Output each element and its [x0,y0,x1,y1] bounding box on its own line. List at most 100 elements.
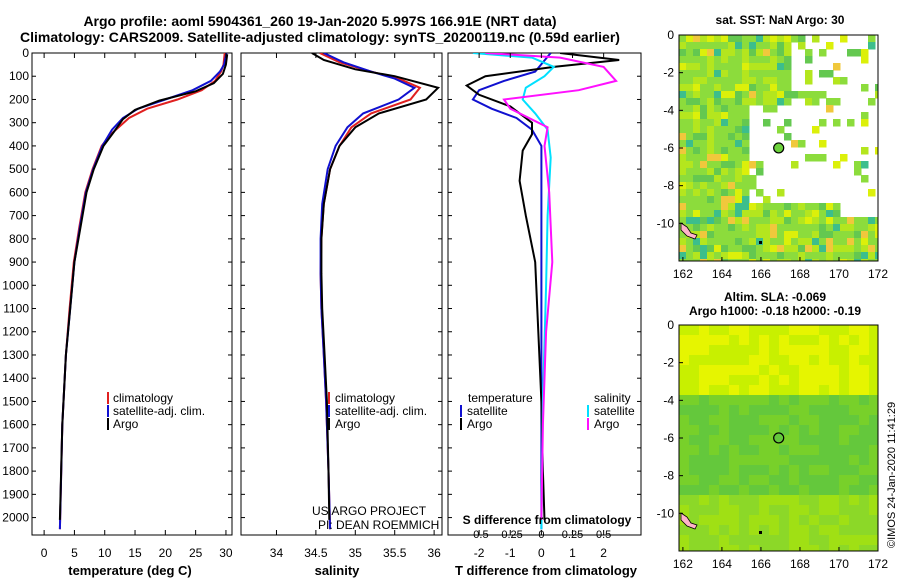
map-cell [763,252,771,260]
map-cell [798,252,806,260]
map-cell [833,231,841,239]
map-cell [729,395,740,406]
map-cell [809,535,820,546]
map-cell [707,182,715,190]
map-cell [859,435,870,446]
s-tick-label: -0.25 [498,529,523,541]
temperature-legend: climatology satellite-adj. clim. Argo [107,391,205,431]
lon-tick-label: 172 [868,267,888,281]
map-cell [739,535,750,546]
map-cell [699,545,710,551]
map-cell [770,231,778,239]
map-cell [728,35,736,43]
map-cell [770,245,778,253]
map-cell [859,425,870,436]
map-cell [739,455,750,466]
map-cell [840,245,848,253]
map-cell [728,217,736,225]
map-cell [861,259,869,261]
map-cell [729,525,740,536]
map-cell [735,63,743,71]
map-cell [789,355,800,366]
map-cell [869,525,878,536]
map-cell [779,395,790,406]
map-cell [686,217,694,225]
map-cell [798,91,806,99]
imos-timestamp: ©IMOS 24-Jan-2020 11:41:29 [886,402,898,548]
map-cell [735,133,743,141]
map-cell [686,84,694,92]
map-cell [812,245,820,253]
map-cell [833,210,841,218]
depth-tick-label: 600 [9,185,29,199]
map-cell [839,455,850,466]
map-cell [742,245,750,253]
map-cell [819,475,830,486]
map-cell [859,535,870,546]
map-cell [854,217,862,225]
legend-label-satellite: satellite-adj. clim. [113,404,205,418]
map-cell [749,495,760,506]
map-cell [819,325,830,336]
map-cell [770,42,778,50]
map-cell [829,345,840,356]
map-cell [700,112,708,120]
map-cell [812,217,820,225]
map-cell [729,425,740,436]
map-cell [789,395,800,406]
x-tick-label: 5 [71,546,78,560]
map-cell [784,203,792,211]
map-cell [839,385,850,396]
map-cell [791,140,799,148]
map-cell [798,35,806,43]
map-cell [719,415,730,426]
map-cell [819,231,827,239]
map-cell [689,545,700,551]
map-cell [791,245,799,253]
map-cell [805,154,813,162]
map-cell [784,133,792,141]
salinity-panel-frame [240,52,443,536]
map-cell [739,515,750,526]
map-cell [686,49,694,57]
map-cell [749,77,757,85]
map-cell [769,405,780,416]
map-cell [805,91,813,99]
map-cell [798,203,806,211]
map-cell [770,203,778,211]
map-cell [840,259,848,261]
map-cell [859,505,870,516]
map-cell [777,49,785,57]
map-cell [849,385,860,396]
lon-tick-label: 170 [829,557,849,571]
map-cell [735,210,743,218]
map-cell [742,126,750,134]
map-cell [859,455,870,466]
map-cell [784,49,792,57]
map-cell [714,112,722,120]
map-cell [714,182,722,190]
map-cell [721,161,729,169]
map-cell [784,98,792,106]
map-cell [742,133,750,141]
map-cell [777,189,785,197]
map-cell [700,168,708,176]
map-cell [739,505,750,516]
map-cell [749,505,760,516]
map-cell [714,224,722,232]
depth-tick-label: 300 [9,116,29,130]
map-cell [829,505,840,516]
map-cell [749,515,760,526]
map-cell [714,91,722,99]
difference-top-axis: -0.5 -0.25 0 0.25 0.5 [470,529,612,541]
map-cell [798,42,806,50]
map-cell [859,495,870,506]
map-cell [756,35,764,43]
map-cell [689,495,700,506]
map-cell [833,245,841,253]
map-cell [742,224,750,232]
map-cell [849,525,860,536]
map-cell [735,168,743,176]
map-cell [714,210,722,218]
map-cell [819,535,830,546]
